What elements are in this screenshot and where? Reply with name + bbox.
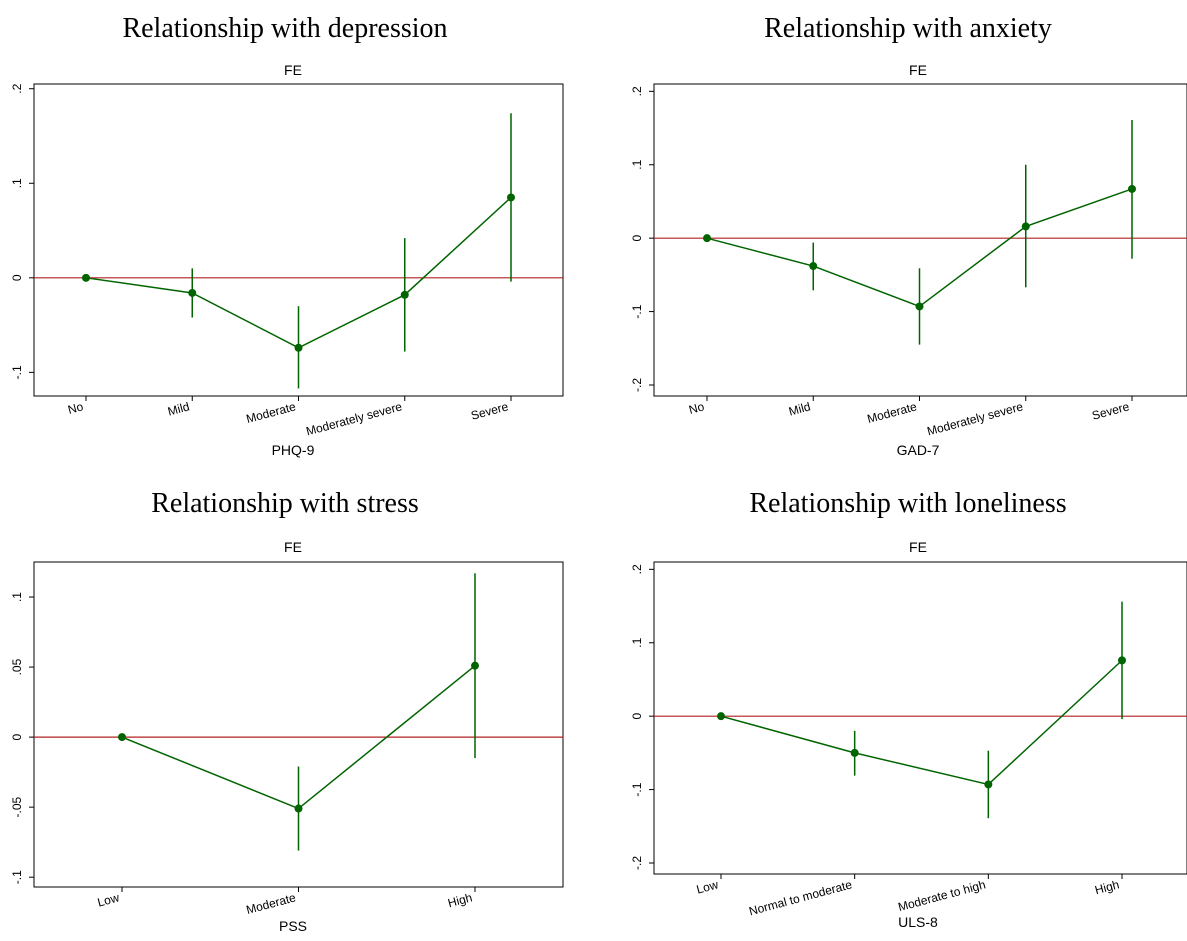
panel-title: Relationship with stress bbox=[151, 488, 419, 519]
y-tick-label: .1 bbox=[10, 592, 24, 602]
y-tick-label: .1 bbox=[630, 159, 644, 169]
data-point bbox=[118, 733, 126, 742]
data-point bbox=[850, 748, 859, 757]
data-point bbox=[1118, 656, 1126, 665]
data-point bbox=[294, 343, 303, 352]
x-tick-label: Moderate to high bbox=[896, 877, 987, 914]
panel-subtitle: FE bbox=[284, 539, 302, 555]
x-tick-label: Severe bbox=[1090, 399, 1131, 422]
y-tick-label: .1 bbox=[630, 637, 644, 647]
y-tick-label: -.1 bbox=[10, 870, 24, 884]
y-tick-label: -.2 bbox=[630, 856, 644, 870]
data-point bbox=[809, 262, 818, 271]
y-tick-label: -.1 bbox=[630, 304, 644, 318]
x-tick-label: Moderate bbox=[866, 399, 919, 426]
x-tick-label: Severe bbox=[469, 399, 510, 422]
data-point bbox=[703, 234, 711, 243]
x-tick-label: Low bbox=[96, 890, 121, 909]
data-point bbox=[915, 302, 924, 311]
x-tick-label: Low bbox=[695, 877, 720, 896]
x-axis-title: ULS-8 bbox=[898, 914, 938, 930]
y-tick-label: 0 bbox=[630, 713, 644, 720]
panel-subtitle: FE bbox=[909, 62, 927, 78]
data-point bbox=[471, 661, 479, 670]
y-tick-label: .05 bbox=[10, 658, 24, 675]
chart-panel-3: Relationship with stress FE PSS -.1 -.05 0 .05… bbox=[10, 488, 564, 934]
chart-panel-1: Relationship with depression FE PHQ-9 -.1 0.… bbox=[10, 13, 564, 458]
y-tick-label: 0 bbox=[10, 733, 24, 740]
x-axis-title: PSS bbox=[279, 918, 307, 934]
y-tick-label: -.2 bbox=[630, 378, 644, 392]
series-line bbox=[720, 659, 1123, 786]
data-point bbox=[400, 290, 409, 299]
x-tick-label: Normal to moderate bbox=[747, 877, 853, 918]
x-axis-title: PHQ-9 bbox=[272, 442, 315, 458]
plot-frame bbox=[653, 561, 1187, 875]
data-point bbox=[1021, 222, 1030, 231]
data-point bbox=[82, 273, 90, 282]
y-tick-label: .1 bbox=[10, 178, 24, 188]
x-tick-label: No bbox=[687, 399, 706, 417]
chart-panel-2: Relationship with anxiety FE GAD-7 -.2 -.1 0.… bbox=[630, 13, 1187, 458]
panel-subtitle: FE bbox=[909, 539, 927, 555]
x-tick-label: High bbox=[1093, 877, 1120, 897]
x-tick-label: Moderate bbox=[245, 890, 298, 917]
data-point bbox=[984, 780, 993, 789]
chart-panel-4: Relationship with loneliness FE ULS-8 -.2 -.… bbox=[630, 488, 1187, 930]
x-tick-label: Moderate bbox=[245, 399, 298, 426]
data-point bbox=[717, 712, 725, 721]
x-tick-label: Mild bbox=[166, 399, 191, 418]
x-axis-title: GAD-7 bbox=[897, 442, 940, 458]
x-tick-label: No bbox=[66, 399, 85, 417]
plot-frame bbox=[653, 83, 1187, 397]
data-point bbox=[507, 193, 515, 202]
y-tick-label: -.1 bbox=[630, 782, 644, 796]
x-tick-label: Moderately severe bbox=[926, 399, 1025, 438]
y-tick-label: .2 bbox=[630, 86, 644, 96]
x-tick-label: Moderately severe bbox=[305, 399, 404, 438]
panel-title: Relationship with anxiety bbox=[764, 13, 1052, 44]
y-tick-label: -.05 bbox=[10, 796, 24, 817]
y-tick-label: .2 bbox=[10, 83, 24, 93]
x-tick-label: High bbox=[446, 890, 473, 910]
data-point bbox=[1128, 184, 1136, 193]
panel-subtitle: FE bbox=[284, 62, 302, 78]
y-tick-label: 0 bbox=[10, 274, 24, 281]
y-tick-label: -.1 bbox=[10, 365, 24, 379]
panel-title: Relationship with depression bbox=[122, 13, 447, 44]
data-point bbox=[188, 288, 197, 297]
data-point bbox=[294, 804, 303, 813]
y-tick-label: .2 bbox=[630, 564, 644, 574]
x-tick-label: Mild bbox=[787, 399, 812, 418]
panel-title: Relationship with loneliness bbox=[749, 488, 1066, 519]
y-tick-label: 0 bbox=[630, 235, 644, 242]
